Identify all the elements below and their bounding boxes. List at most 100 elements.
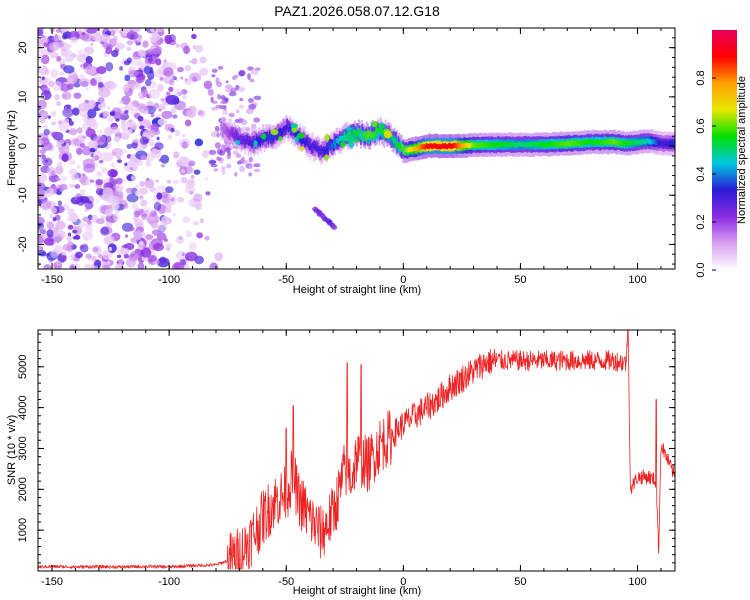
spectrogram-noise-blob	[101, 250, 113, 260]
spectrogram-noise-blob	[153, 69, 164, 78]
spectrogram-ridge-cell	[301, 134, 304, 144]
spectrogram-noise-blob	[147, 254, 157, 263]
spectrogram-noise-blob	[43, 264, 52, 269]
spectrogram-noise-blob	[67, 224, 74, 230]
spectrogram-ridge-cell	[369, 131, 372, 137]
spectrogram-ridge-cell	[634, 140, 636, 146]
spectrogram-ridge-cell	[644, 139, 647, 145]
spectrogram-ridge-cell	[610, 139, 613, 145]
spectrogram-noise-blob	[85, 177, 93, 186]
spectrogram-ridge-cell	[317, 147, 320, 158]
spectrogram-ridge-cell	[601, 140, 604, 145]
spectrogram-noise-blob	[116, 159, 123, 164]
x-tick-label: 100	[628, 274, 646, 286]
spectrogram-noise-blob	[38, 189, 45, 199]
spectrogram-noise-blob	[148, 129, 156, 138]
spectrogram-ridge-cell	[315, 141, 318, 152]
spectrogram-ridge-cell	[287, 120, 290, 131]
spectrogram-noise-blob	[107, 115, 114, 123]
spectrogram-noise-blob	[95, 187, 105, 196]
spectrogram-ridge-cell	[528, 141, 531, 147]
spectrogram-noise-blob	[228, 112, 235, 118]
spectrogram-ridge-cell	[637, 139, 640, 145]
spectrogram-noise-blob	[111, 50, 119, 58]
spectrogram-noise-blob	[237, 86, 246, 92]
spectrogram-noise-blob	[174, 88, 183, 96]
spectrogram-ridge-cell	[470, 142, 472, 148]
spectrogram-ridge-cell	[434, 143, 437, 149]
spectrogram-noise-blob	[109, 126, 121, 135]
spectrogram-ridge-cell	[423, 144, 426, 149]
spectrogram-noise-blob	[227, 151, 232, 156]
spectrogram-noise-blob	[248, 156, 253, 163]
spectrogram-noise-blob	[228, 91, 237, 97]
spectrogram-ridge-cell	[574, 140, 577, 146]
spectrogram-ridge-cell	[571, 140, 574, 146]
spectrogram-ridge-cell	[530, 141, 533, 147]
spectrogram-noise-blob	[164, 238, 168, 243]
spectrogram-noise-blob	[62, 93, 67, 98]
spectrogram-ridge-cell	[283, 126, 286, 132]
spectrogram-ridge-cell	[474, 143, 477, 148]
spectrogram-noise-blob	[83, 163, 96, 173]
spectrogram-noise-blob	[159, 76, 164, 81]
spectrogram-noise-blob	[79, 143, 86, 148]
spectrogram-ridge-cell	[497, 142, 499, 148]
spectrogram-ridge-cell	[564, 141, 567, 147]
spectrogram-ridge	[220, 114, 675, 166]
colorbar-label: Normalized spectral amplitude	[736, 76, 748, 224]
spectrogram-noise-blob	[172, 151, 180, 159]
spectrogram-ridge-cell	[370, 133, 373, 138]
spectrogram-ridge-cell	[539, 141, 541, 147]
spectrogram-ridge-cell	[246, 136, 249, 142]
spectrogram-ridge-cell	[303, 140, 306, 146]
spectrogram-noise-blob	[184, 64, 192, 72]
spectrogram-ridge-cell	[249, 141, 252, 147]
spectrogram-ridge-cell	[472, 142, 475, 148]
spectrogram-noise-blob	[184, 79, 192, 86]
spectrogram-noise-blob	[250, 68, 259, 76]
spectrogram-noise-blob	[137, 115, 144, 122]
spectrogram-noise-blob	[185, 230, 193, 238]
spectrogram-noise-blob	[115, 263, 124, 269]
spectrogram-noise-blob	[95, 178, 104, 186]
spectrogram-noise-blob	[56, 55, 62, 62]
spectrogram-noise-blob	[55, 260, 62, 267]
spectrogram-ridge-cell	[232, 127, 235, 138]
spectrogram-noise-blob	[190, 175, 195, 179]
spectrogram-noise-blob	[164, 207, 172, 213]
spectrogram-noise-blob	[121, 95, 131, 105]
spectrogram-noise-blob	[192, 76, 198, 83]
spectrogram-ridge-cell	[398, 142, 401, 148]
spectrogram-noise-blob	[248, 103, 257, 110]
spectrogram-noise-blob	[155, 113, 161, 118]
spectrogram-noise-blob	[76, 165, 81, 169]
spectrogram-noise-blob	[40, 141, 53, 151]
spectrogram-ridge-cell	[269, 134, 272, 140]
spectrogram-ridge-cell	[399, 146, 402, 152]
spectrogram-noise-blob	[214, 252, 224, 262]
spectrogram-ridge-cell	[329, 146, 332, 152]
spectrogram-noise-blob	[75, 251, 83, 259]
spectrogram-noise-blob	[112, 212, 120, 221]
spectrogram-noise-blob	[62, 243, 72, 252]
spectrogram-ridge-cell	[459, 143, 462, 149]
spectrogram-ridge-cell	[432, 143, 435, 149]
spectrogram-ridge-cell	[301, 139, 304, 145]
spectrogram-ridge-cell	[581, 140, 584, 146]
spectrogram-ridge-cell	[302, 133, 305, 143]
spectrogram-noise-blob	[133, 230, 143, 241]
spectrogram-noise-blob	[58, 145, 70, 155]
spectrogram-ridge-cell	[494, 142, 497, 148]
spectrogram-noise-blob	[139, 125, 145, 130]
colorbar-tick-label: 0.4	[695, 166, 707, 181]
spectrogram-noise-blob	[49, 214, 54, 219]
spectrogram-ridge-cell	[349, 130, 352, 136]
colorbar-tick-label: 0.8	[695, 70, 707, 85]
spectrogram-noise-blob	[39, 28, 44, 32]
spectrogram-noise-blob	[140, 89, 149, 98]
spectrogram-noise-blob	[107, 169, 119, 178]
spectrogram-ridge-cell	[664, 141, 667, 147]
y-tick-label: 4000	[17, 395, 29, 419]
spectrogram-ridge-cell	[317, 146, 320, 151]
